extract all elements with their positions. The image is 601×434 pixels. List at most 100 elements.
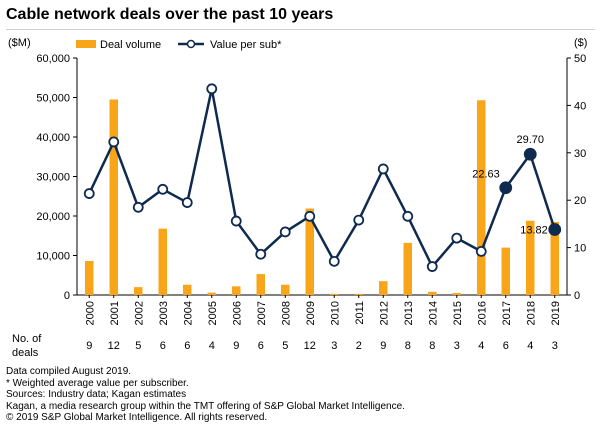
- data-point: [132, 201, 144, 213]
- x-tick-label: 2019: [550, 301, 562, 325]
- bar: [134, 287, 143, 295]
- bar: [281, 284, 290, 295]
- legend-bar-swatch: [76, 40, 96, 48]
- data-point: [304, 210, 316, 222]
- bar: [403, 242, 412, 295]
- left-tick-label: 10,000: [36, 251, 70, 263]
- deal-counts: 9 12 5 6 6 4 9 6 5 12 3 2 9 8 8 3 4 6 4 3: [86, 340, 558, 352]
- right-tick-label: 0: [574, 290, 580, 302]
- bar: [256, 274, 265, 295]
- x-tick-label: 2002: [133, 301, 145, 325]
- data-point: [83, 188, 95, 199]
- right-tick-label: 20: [574, 195, 586, 207]
- bar: [354, 293, 363, 295]
- right-tick-label: 10: [574, 243, 586, 255]
- bar: [428, 291, 437, 295]
- legend: Deal volume Value per sub*: [76, 39, 282, 51]
- deal-count: 6: [503, 340, 509, 352]
- deal-count: 3: [331, 340, 337, 352]
- footnote-line: Kagan, a media research group within the…: [6, 400, 405, 412]
- x-tick-label: 2009: [305, 301, 317, 325]
- x-tick-label: 2016: [476, 301, 488, 325]
- data-point: [451, 232, 463, 244]
- x-tick-label: 2000: [84, 301, 96, 325]
- chart-title: Cable network deals over the past 10 yea…: [6, 6, 334, 23]
- bar: [501, 247, 510, 295]
- data-point: [255, 248, 267, 260]
- footnote-line: © 2019 S&P Global Market Intelligence. A…: [6, 412, 268, 424]
- title-divider: [6, 29, 595, 30]
- bar: [477, 100, 486, 295]
- x-tick-label: 2012: [378, 301, 390, 325]
- right-tick-label: 40: [574, 100, 586, 112]
- x-axis-ticks: 2000 2001 2002 2003 2004 2005 2006 2007 2008 2009…: [84, 295, 562, 325]
- left-tick-label: 0: [64, 290, 70, 302]
- deal-count: 2: [356, 340, 362, 352]
- deal-count: 8: [429, 340, 435, 352]
- data-point: [402, 210, 414, 222]
- data-point: [279, 226, 291, 238]
- right-tick-label: 30: [574, 148, 586, 160]
- x-tick-label: 2001: [109, 301, 121, 325]
- deal-count: 12: [304, 340, 316, 352]
- deals-label-line-1: No. of: [12, 333, 42, 345]
- deal-count: 3: [454, 340, 460, 352]
- footnote-line: Data compiled August 2019.: [6, 366, 132, 377]
- data-point: [108, 136, 120, 148]
- data-point: [230, 215, 242, 227]
- bar: [207, 292, 216, 295]
- left-axis-label: ($M): [8, 37, 31, 49]
- data-point: [426, 261, 438, 272]
- bar: [526, 220, 535, 295]
- right-axis-ticks: 0 10 20 30 40 50: [567, 53, 586, 302]
- right-axis-label: ($): [574, 37, 587, 49]
- x-tick-label: 2018: [525, 301, 537, 325]
- bar: [550, 221, 559, 295]
- bar: [330, 293, 339, 295]
- deal-count: 9: [86, 340, 92, 352]
- deal-count: 5: [135, 340, 141, 352]
- data-point: [181, 197, 193, 208]
- value-per-sub-points: [83, 83, 562, 272]
- bar: [158, 228, 167, 295]
- deal-count: 8: [405, 340, 411, 352]
- bar: [305, 208, 314, 295]
- data-point: [499, 181, 513, 195]
- x-tick-label: 2010: [329, 301, 341, 325]
- data-point: [353, 214, 365, 226]
- chart: Deal volume Value per sub* ($M) ($) 0 10,…: [8, 37, 587, 359]
- data-labels: 22.63 29.70 13.82: [472, 134, 548, 236]
- footnote-line: Sources: Industry data; Kagan estimates: [6, 389, 187, 401]
- data-point: [157, 183, 169, 195]
- bar: [232, 286, 241, 295]
- bar: [183, 284, 192, 295]
- data-point: [377, 163, 389, 175]
- x-tick-label: 2005: [207, 301, 219, 325]
- footnote-line: * Weighted average value per subscriber.: [6, 377, 189, 389]
- x-tick-label: 2017: [501, 301, 513, 325]
- x-tick-label: 2014: [427, 301, 439, 325]
- left-tick-label: 60,000: [36, 53, 70, 65]
- deal-count: 4: [527, 340, 533, 352]
- left-tick-label: 50,000: [36, 93, 70, 105]
- left-axis-ticks: 0 10,000 20,000 30,000 40,000 50,000 60,000: [36, 53, 77, 302]
- deal-count: 5: [282, 340, 288, 352]
- bar: [85, 261, 94, 295]
- right-tick-label: 50: [574, 53, 586, 65]
- x-tick-label: 2003: [158, 301, 170, 325]
- x-tick-label: 2015: [452, 301, 464, 325]
- data-point: [548, 223, 562, 236]
- deal-count: 4: [209, 340, 215, 352]
- bar: [109, 99, 118, 295]
- bar: [452, 293, 461, 295]
- x-tick-label: 2004: [182, 301, 194, 325]
- data-point: [523, 147, 537, 161]
- deal-count: 4: [478, 340, 484, 352]
- deal-count: 6: [160, 340, 166, 352]
- deal-count: 6: [184, 340, 190, 352]
- deal-count: 6: [258, 340, 264, 352]
- data-label: 29.70: [516, 134, 544, 146]
- data-label: 13.82: [520, 224, 548, 236]
- footnotes: Data compiled August 2019. * Weighted av…: [6, 366, 405, 424]
- x-tick-label: 2007: [256, 301, 268, 325]
